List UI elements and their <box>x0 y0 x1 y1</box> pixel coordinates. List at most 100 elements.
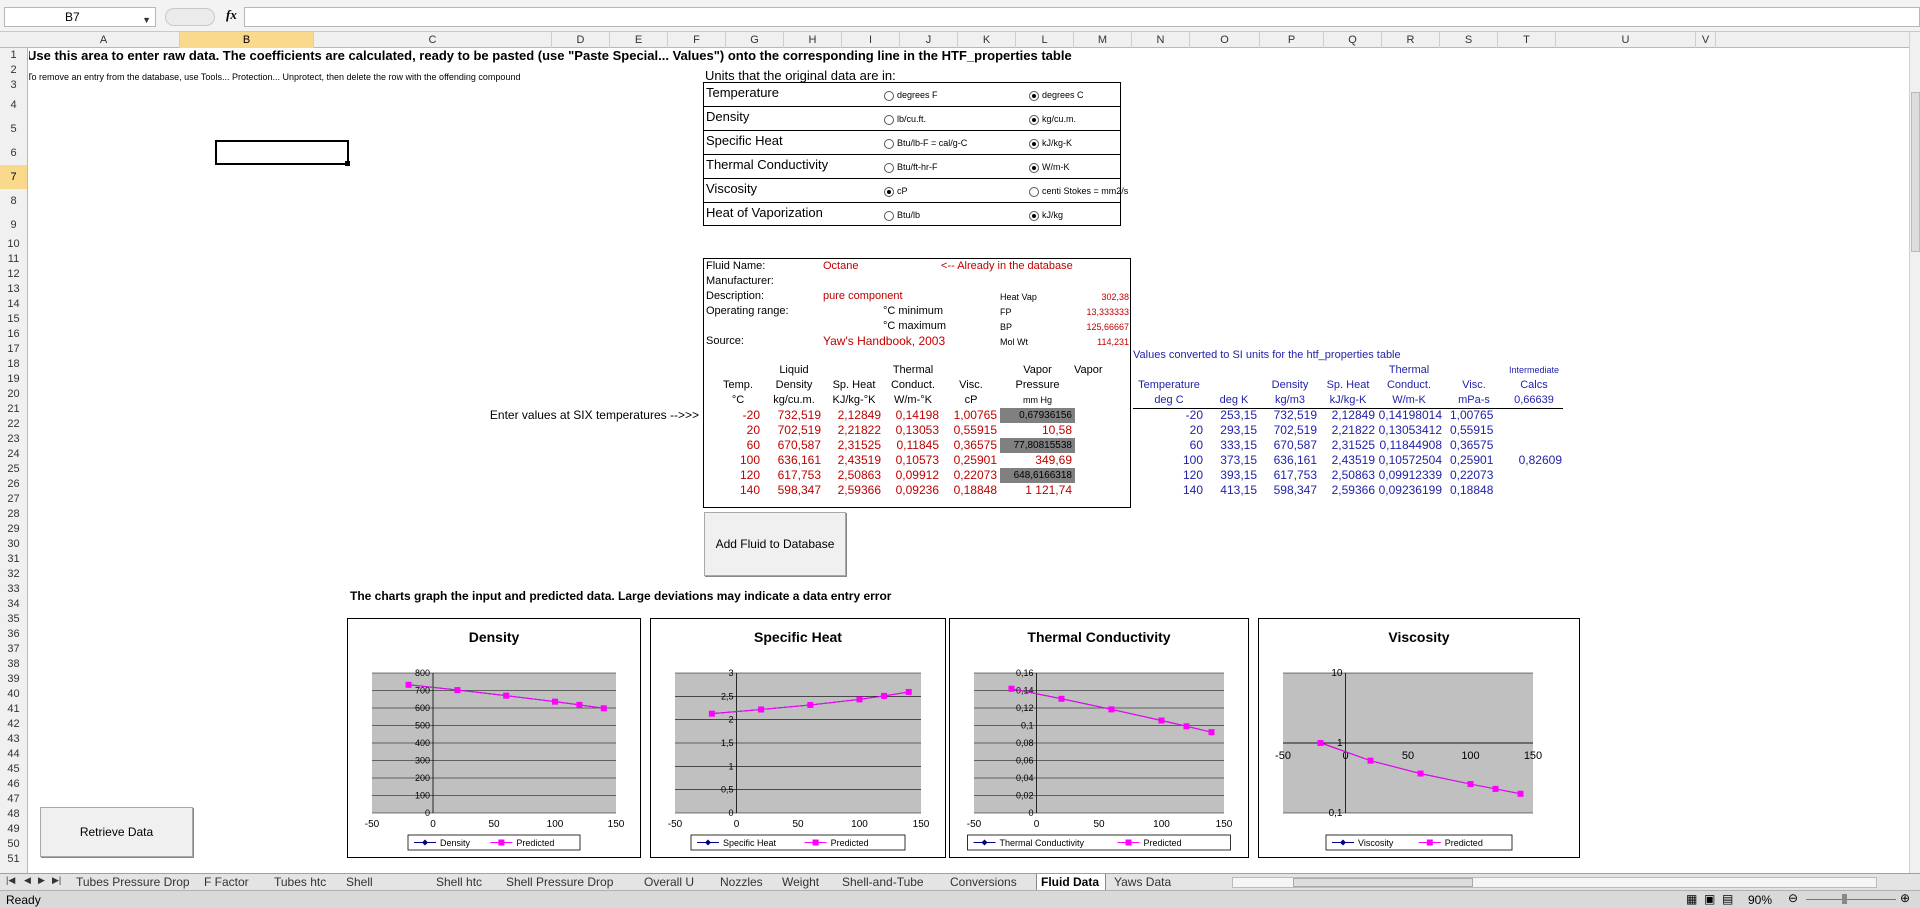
input-cell[interactable]: 0,09912 <box>895 468 939 482</box>
input-cell[interactable]: 120 <box>739 468 760 482</box>
radio-icon[interactable] <box>1029 90 1039 101</box>
input-cell[interactable]: 2,21822 <box>837 423 881 437</box>
input-cell[interactable]: 0,18848 <box>953 483 997 497</box>
column-header-s[interactable]: S <box>1440 32 1498 48</box>
row-header[interactable]: 2 <box>10 64 17 76</box>
column-header-r[interactable]: R <box>1382 32 1440 48</box>
input-cell[interactable]: 732,519 <box>777 408 821 422</box>
radio-option[interactable]: kJ/kg <box>1029 208 1063 223</box>
column-header-j[interactable]: J <box>900 32 958 48</box>
input-cell[interactable]: 2,50863 <box>837 468 881 482</box>
radio-icon[interactable] <box>1029 210 1039 221</box>
row-header[interactable]: 50 <box>7 838 20 850</box>
column-header-a[interactable]: A <box>28 32 180 48</box>
radio-icon[interactable] <box>1029 114 1039 125</box>
radio-option[interactable]: Btu/lb-F = cal/g-C <box>884 136 967 151</box>
radio-icon[interactable] <box>884 138 894 149</box>
row-header[interactable]: 43 <box>7 733 20 745</box>
input-cell[interactable]: 702,519 <box>777 423 821 437</box>
row-header[interactable]: 1 <box>10 49 17 61</box>
radio-option[interactable]: Btu/lb <box>884 208 920 223</box>
row-header[interactable]: 3 <box>10 79 17 91</box>
row-header[interactable]: 42 <box>7 718 20 730</box>
prev-sheet-icon[interactable]: ◀ <box>24 875 31 885</box>
column-header-i[interactable]: I <box>842 32 900 48</box>
column-header-m[interactable]: M <box>1074 32 1132 48</box>
description-value[interactable]: pure component <box>823 290 903 302</box>
row-header[interactable]: 11 <box>7 253 20 265</box>
vapor-pressure-cell[interactable]: 77,80815538 <box>1000 438 1075 453</box>
vapor-pressure-cell[interactable]: 648,6166318 <box>1000 468 1075 483</box>
row-header[interactable]: 16 <box>7 328 20 340</box>
row-header[interactable]: 36 <box>7 628 20 640</box>
input-cell[interactable]: 0,09236 <box>895 483 939 497</box>
radio-icon[interactable] <box>1029 162 1039 173</box>
radio-option[interactable]: centi Stokes = mm2/s <box>1029 184 1128 199</box>
add-fluid-button[interactable]: Add Fluid to Database <box>704 512 846 576</box>
row-header[interactable]: 29 <box>7 523 20 535</box>
input-cell[interactable]: 60 <box>746 438 760 452</box>
row-header[interactable]: 17 <box>7 343 20 355</box>
input-cell[interactable]: 670,587 <box>777 438 821 452</box>
sheet-tab[interactable]: Shell Geometry <box>346 875 399 905</box>
vertical-scrollbar[interactable] <box>1909 32 1920 873</box>
row-header[interactable]: 35 <box>7 613 20 625</box>
input-cell[interactable]: 2,31525 <box>837 438 881 452</box>
input-cell[interactable]: 20 <box>746 423 760 437</box>
row-header[interactable]: 19 <box>7 373 20 385</box>
row-header[interactable]: 37 <box>7 643 20 655</box>
sheet-tab[interactable]: Shell-and-Tube <box>842 875 924 889</box>
sheet-tab[interactable]: Weight <box>782 875 820 889</box>
source-value[interactable]: Yaw's Handbook, 2003 <box>823 334 946 348</box>
row-header[interactable]: 10 <box>7 238 20 250</box>
row-header[interactable]: 8 <box>10 195 17 207</box>
input-cell[interactable]: 0,14198 <box>895 408 939 422</box>
input-cell[interactable]: 0,25901 <box>953 453 997 467</box>
radio-option[interactable]: kg/cu.m. <box>1029 112 1076 127</box>
column-header-c[interactable]: C <box>314 32 552 48</box>
column-header-q[interactable]: Q <box>1324 32 1382 48</box>
specific-heat-chart[interactable]: Specific Heat 0 0,5 1 1,5 2 2,5 3 -50 0 50 100 150 S… <box>650 618 946 858</box>
row-header[interactable]: 48 <box>7 808 20 820</box>
row-header[interactable]: 44 <box>7 748 20 760</box>
zoom-in-icon[interactable]: ⊕ <box>1900 891 1911 905</box>
column-header-g[interactable]: G <box>726 32 784 48</box>
vapor-pressure-cell[interactable]: 349,69 <box>1035 453 1072 467</box>
row-header[interactable]: 40 <box>7 688 20 700</box>
row-header[interactable]: 28 <box>7 508 20 520</box>
row-header[interactable]: 14 <box>7 298 20 310</box>
row-header[interactable]: 23 <box>7 433 20 445</box>
column-header-o[interactable]: O <box>1190 32 1260 48</box>
next-sheet-icon[interactable]: ▶ <box>38 875 45 885</box>
sheet-tab[interactable]: Tubes Pressure Drop <box>76 875 190 889</box>
column-header-f[interactable]: F <box>668 32 726 48</box>
column-header-k[interactable]: K <box>958 32 1016 48</box>
input-cell[interactable]: 617,753 <box>777 468 821 482</box>
row-header[interactable]: 46 <box>7 778 20 790</box>
page-break-icon[interactable]: ▤ <box>1722 892 1734 906</box>
sheet-tab[interactable]: Tubes htc <box>274 875 327 889</box>
row-header[interactable]: 26 <box>7 478 20 490</box>
viscosity-chart[interactable]: Viscosity 0,1 1 10 -50 0 50 100 150 Viscosity Pre… <box>1258 618 1580 858</box>
input-cell[interactable]: 100 <box>739 453 760 467</box>
worksheet[interactable]: Use this area to enter raw data. The coe… <box>29 48 1909 871</box>
input-cell[interactable]: 2,43519 <box>837 453 881 467</box>
radio-option[interactable]: degrees C <box>1029 88 1084 103</box>
row-header[interactable]: 39 <box>7 673 20 685</box>
row-header[interactable]: 49 <box>7 823 20 835</box>
formula-input[interactable] <box>244 7 1920 27</box>
row-header[interactable]: 12 <box>7 268 20 280</box>
row-header[interactable]: 5 <box>10 123 17 135</box>
row-header[interactable]: 25 <box>7 463 20 475</box>
input-cell[interactable]: 0,11845 <box>896 438 940 452</box>
zoom-slider[interactable] <box>1806 899 1896 900</box>
row-header[interactable]: 15 <box>7 313 20 325</box>
zoom-level[interactable]: 90% <box>1748 893 1773 907</box>
input-cell[interactable]: 0,55915 <box>953 423 997 437</box>
radio-icon[interactable] <box>884 210 894 221</box>
input-cell[interactable]: 0,13053 <box>895 423 939 437</box>
row-header[interactable]: 32 <box>7 568 20 580</box>
name-box[interactable]: B7 ▼ <box>4 7 156 27</box>
vapor-pressure-cell[interactable]: 0,67936156 <box>1000 408 1075 423</box>
row-header[interactable]: 41 <box>7 703 20 715</box>
